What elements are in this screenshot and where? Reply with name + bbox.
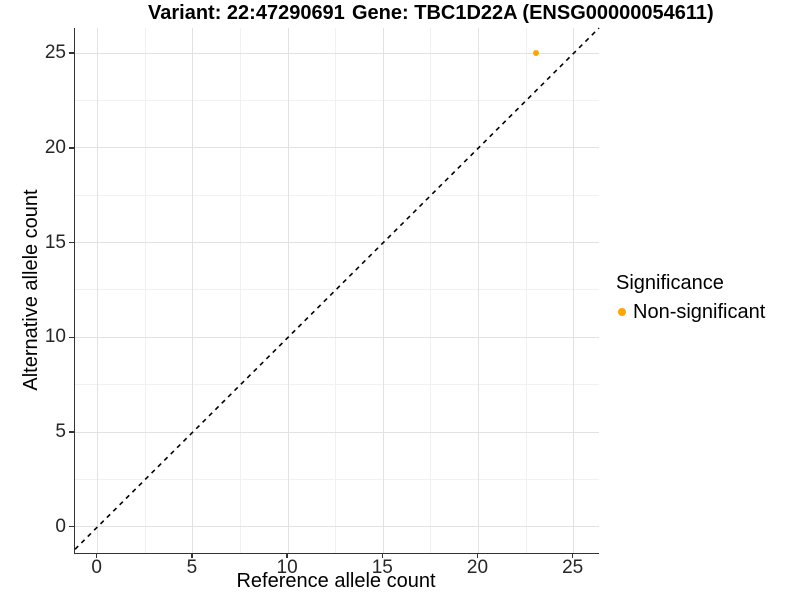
gridline-minor-vertical bbox=[525, 28, 527, 553]
x-tick-label: 0 bbox=[91, 557, 102, 578]
y-tick-label: 0 bbox=[55, 515, 66, 537]
gridline-major-vertical bbox=[97, 28, 99, 553]
plot-panel bbox=[74, 27, 600, 554]
gridline-minor-vertical bbox=[144, 28, 146, 553]
gridline-major-vertical bbox=[192, 28, 194, 553]
gene-title: Gene: TBC1D22A (ENSG00000054611) bbox=[352, 2, 714, 24]
y-tick-mark bbox=[69, 431, 74, 433]
gridline-major-vertical bbox=[478, 28, 479, 553]
y-tick-label: 15 bbox=[44, 231, 66, 253]
gridline-minor-horizontal bbox=[75, 478, 599, 480]
gridline-major-vertical bbox=[382, 28, 384, 553]
x-tick-mark bbox=[571, 553, 574, 558]
gridline-minor-horizontal bbox=[75, 289, 599, 291]
gridline-minor-horizontal bbox=[75, 384, 599, 386]
y-tick-mark bbox=[69, 336, 74, 339]
gridline-minor-horizontal bbox=[75, 194, 599, 196]
y-tick-label: 10 bbox=[44, 326, 66, 348]
x-tick-label: 10 bbox=[276, 557, 298, 578]
y-tick-label: 25 bbox=[44, 42, 66, 64]
legend-item-non-significant: Non-significant bbox=[618, 300, 765, 324]
gridline-minor-vertical bbox=[240, 28, 241, 553]
legend-item-label: Non-significant bbox=[633, 301, 766, 323]
y-tick-label: 20 bbox=[44, 136, 66, 158]
y-tick-mark bbox=[69, 525, 74, 528]
x-tick-mark bbox=[286, 553, 288, 558]
x-tick-mark bbox=[476, 553, 479, 558]
legend-title: Significance bbox=[616, 272, 724, 294]
x-axis-title: Reference allele count bbox=[236, 570, 436, 592]
x-tick-label: 20 bbox=[466, 557, 489, 578]
variant-title: Variant: 22:47290691 bbox=[148, 2, 345, 24]
gridline-major-vertical bbox=[287, 28, 289, 553]
legend-dot-icon bbox=[618, 308, 626, 316]
y-axis-title: Alternative allele count bbox=[20, 189, 42, 391]
gridline-minor-vertical bbox=[430, 28, 432, 553]
legend: Significance Non-significant bbox=[616, 271, 765, 324]
gridline-minor-vertical bbox=[335, 28, 337, 553]
x-tick-label: 5 bbox=[186, 557, 198, 578]
x-tick-label: 15 bbox=[371, 557, 393, 578]
gridline-major-horizontal bbox=[75, 52, 599, 54]
y-tick-label: 5 bbox=[55, 421, 66, 442]
x-tick-label: 25 bbox=[562, 557, 584, 578]
y-tick-mark bbox=[69, 52, 74, 54]
x-tick-mark bbox=[191, 553, 193, 558]
y-tick-mark bbox=[69, 147, 74, 149]
x-tick-mark bbox=[381, 553, 384, 558]
identity-dashed-line bbox=[74, 27, 600, 550]
gridline-major-horizontal bbox=[75, 431, 599, 433]
gridline-major-horizontal bbox=[75, 147, 599, 149]
x-tick-mark bbox=[95, 553, 98, 558]
gridline-major-horizontal bbox=[75, 526, 599, 528]
gridline-major-horizontal bbox=[75, 336, 599, 338]
y-tick-mark bbox=[69, 241, 74, 244]
data-point bbox=[532, 50, 539, 57]
gridline-major-vertical bbox=[573, 28, 575, 553]
gridline-minor-horizontal bbox=[75, 100, 599, 102]
gridline-major-horizontal bbox=[75, 242, 599, 244]
